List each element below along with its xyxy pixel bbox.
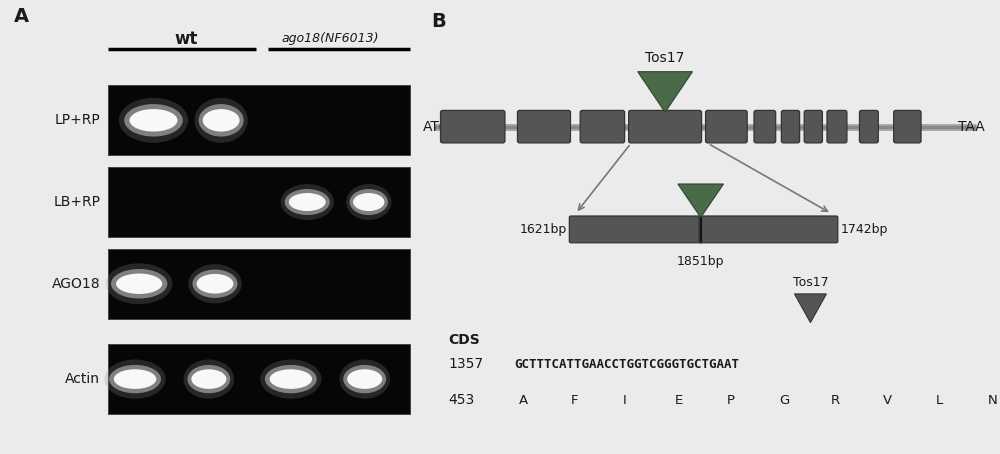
Ellipse shape xyxy=(199,104,244,137)
Ellipse shape xyxy=(339,360,390,399)
Ellipse shape xyxy=(281,184,334,220)
Polygon shape xyxy=(678,184,724,217)
Text: 1621bp: 1621bp xyxy=(519,223,566,236)
FancyBboxPatch shape xyxy=(706,110,747,143)
Ellipse shape xyxy=(353,193,384,211)
Ellipse shape xyxy=(285,189,330,215)
Text: Tos17: Tos17 xyxy=(793,276,828,289)
Text: E: E xyxy=(675,394,683,407)
Ellipse shape xyxy=(130,109,177,132)
FancyBboxPatch shape xyxy=(517,110,570,143)
Ellipse shape xyxy=(194,98,248,143)
Text: AGO18: AGO18 xyxy=(52,277,100,291)
Text: Tos17: Tos17 xyxy=(645,51,685,65)
Text: B: B xyxy=(431,12,446,31)
Text: 1357: 1357 xyxy=(448,357,484,371)
Text: A: A xyxy=(519,394,528,407)
Text: I: I xyxy=(623,394,627,407)
FancyBboxPatch shape xyxy=(629,110,702,143)
FancyBboxPatch shape xyxy=(569,216,702,243)
Text: L: L xyxy=(935,394,943,407)
Text: GCTTTCATTGAACCTGGTCGGGTGCTGAAT: GCTTTCATTGAACCTGGTCGGGTGCTGAAT xyxy=(514,358,739,370)
FancyBboxPatch shape xyxy=(859,110,878,143)
Ellipse shape xyxy=(116,273,162,294)
Text: 453: 453 xyxy=(448,394,475,408)
Ellipse shape xyxy=(106,263,172,304)
Ellipse shape xyxy=(265,365,317,393)
Text: P: P xyxy=(727,394,735,407)
Bar xyxy=(108,167,410,237)
FancyBboxPatch shape xyxy=(441,110,505,143)
Ellipse shape xyxy=(191,369,226,389)
Ellipse shape xyxy=(289,193,326,211)
FancyBboxPatch shape xyxy=(804,110,822,143)
Text: ATG: ATG xyxy=(423,120,450,133)
Text: R: R xyxy=(831,394,840,407)
Text: V: V xyxy=(883,394,892,407)
Bar xyxy=(108,344,410,414)
Ellipse shape xyxy=(114,369,156,389)
Ellipse shape xyxy=(188,264,242,303)
Text: LB+RP: LB+RP xyxy=(53,195,100,209)
Ellipse shape xyxy=(192,270,238,298)
Polygon shape xyxy=(638,72,692,112)
FancyBboxPatch shape xyxy=(699,216,838,243)
Text: 1851bp: 1851bp xyxy=(677,255,724,268)
Ellipse shape xyxy=(346,184,391,220)
Ellipse shape xyxy=(350,189,388,215)
Text: CDS: CDS xyxy=(448,333,480,347)
FancyBboxPatch shape xyxy=(894,110,921,143)
Ellipse shape xyxy=(260,360,321,399)
FancyBboxPatch shape xyxy=(827,110,847,143)
FancyBboxPatch shape xyxy=(580,110,625,143)
FancyBboxPatch shape xyxy=(781,110,800,143)
Ellipse shape xyxy=(343,365,386,393)
Text: G: G xyxy=(779,394,789,407)
Bar xyxy=(108,85,410,155)
Ellipse shape xyxy=(197,274,233,294)
Ellipse shape xyxy=(203,109,240,132)
Text: wt: wt xyxy=(175,30,198,48)
Text: LP+RP: LP+RP xyxy=(54,114,100,127)
Ellipse shape xyxy=(270,369,312,389)
Text: Actin: Actin xyxy=(65,372,100,386)
Text: 1742bp: 1742bp xyxy=(841,223,888,236)
Ellipse shape xyxy=(104,360,166,399)
Text: TAA: TAA xyxy=(958,120,984,133)
FancyBboxPatch shape xyxy=(754,110,776,143)
Ellipse shape xyxy=(124,104,183,137)
Text: ago18(NF6013): ago18(NF6013) xyxy=(281,32,379,45)
Text: A: A xyxy=(14,7,29,26)
Bar xyxy=(108,248,410,319)
Polygon shape xyxy=(794,294,826,323)
Text: F: F xyxy=(571,394,578,407)
Ellipse shape xyxy=(119,98,188,143)
Ellipse shape xyxy=(111,269,167,299)
Ellipse shape xyxy=(187,365,230,393)
Ellipse shape xyxy=(184,360,234,399)
Text: N: N xyxy=(987,394,997,407)
Ellipse shape xyxy=(347,369,382,389)
Ellipse shape xyxy=(109,365,161,393)
